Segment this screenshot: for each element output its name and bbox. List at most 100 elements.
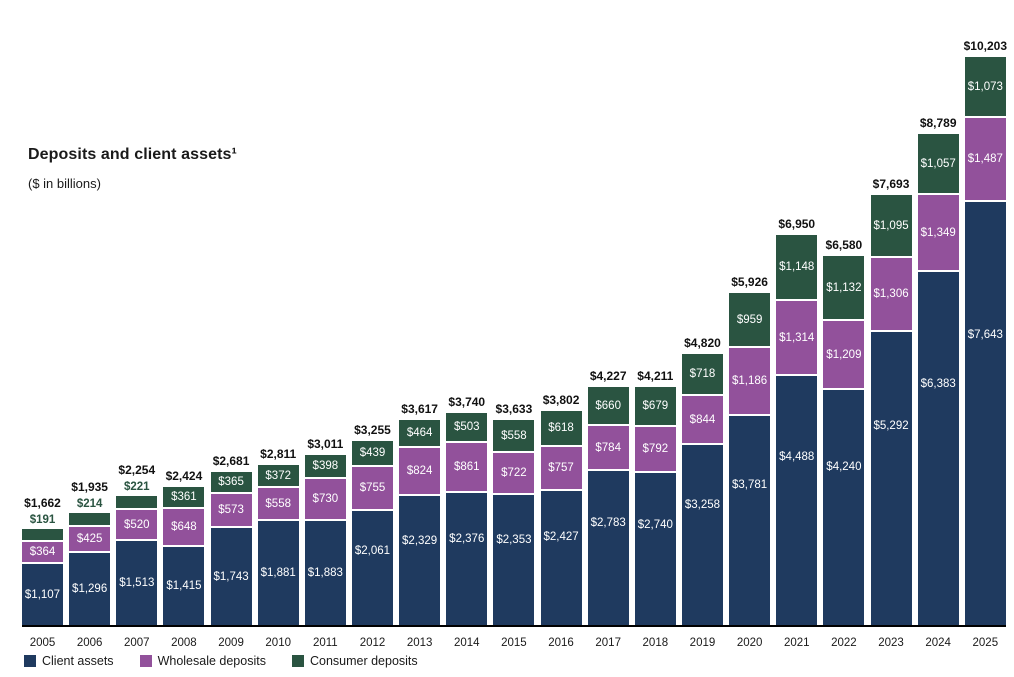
x-tick-label-2021: 2021 — [783, 637, 810, 649]
consumer-deposits-swatch-icon — [291, 655, 304, 667]
segment-client-assets: $1,743 — [210, 528, 252, 625]
x-tick-label-2025: 2025 — [972, 637, 999, 649]
segment-client-assets: $2,427 — [540, 491, 582, 625]
segment-value-label: $2,783 — [590, 517, 626, 530]
segment-consumer-deposits: $503 — [446, 413, 488, 441]
x-tick-label-2014: 2014 — [453, 637, 480, 649]
segment-value-label: $1,095 — [873, 219, 909, 232]
segment-value-label: $1,057 — [920, 157, 956, 170]
segment-consumer-deposits: $660 — [587, 387, 629, 424]
total-value-label: $1,662 — [24, 496, 61, 510]
x-tick-label-2019: 2019 — [689, 637, 716, 649]
x-tick-label-2008: 2008 — [171, 637, 197, 649]
bar-group-2023: $7,693 $1,095 $1,306 $5,292 2023 — [870, 177, 912, 649]
total-value-label: $4,820 — [684, 336, 721, 350]
segment-value-label: $1,107 — [24, 588, 61, 601]
segment-value-label: $1,883 — [307, 567, 343, 579]
segment-wholesale-deposits: $1,314 — [776, 301, 818, 374]
segment-client-assets: $4,240 — [823, 390, 865, 625]
bar-group-2006: $1,935 $214 $425 $1,296 2006 — [69, 480, 111, 649]
total-value-label: $2,681 — [212, 454, 250, 468]
client-assets-swatch-icon — [24, 655, 36, 667]
segment-value-label: $520 — [123, 518, 150, 531]
segment-consumer-deposits — [116, 496, 158, 508]
legend-label: Client assets — [42, 654, 114, 668]
segment-value-label: $3,781 — [732, 478, 768, 491]
segment-consumer-deposits: $1,057 — [917, 134, 959, 193]
bar-group-2014: $3,740 $503 $861 $2,376 2014 — [446, 395, 488, 649]
total-value-label: $2,254 — [118, 463, 156, 477]
total-value-label: $5,926 — [731, 275, 768, 289]
x-tick-label-2023: 2023 — [878, 637, 904, 649]
segment-client-assets: $3,258 — [681, 445, 723, 625]
segment-client-assets: $1,881 — [257, 521, 299, 625]
x-tick-label-2018: 2018 — [642, 637, 669, 649]
total-value-label: $4,211 — [637, 369, 674, 383]
segment-consumer-deposits: $464 — [399, 420, 441, 446]
segment-value-label: $722 — [501, 467, 527, 479]
segment-client-assets: $6,383 — [917, 272, 959, 625]
segment-client-assets: $5,292 — [870, 332, 912, 625]
segment-value-label: $1,513 — [119, 577, 155, 589]
bar-group-2005: $1,662 $191 $364 $1,107 2005 — [22, 496, 63, 649]
segment-wholesale-deposits: $722 — [493, 453, 535, 493]
segment-value-label: $6,383 — [920, 377, 956, 390]
segment-value-label: $1,743 — [213, 570, 249, 583]
segment-value-label: $558 — [265, 497, 291, 510]
segment-value-label: $730 — [312, 493, 339, 505]
segment-value-label: $7,643 — [967, 328, 1003, 341]
segment-value-label: $1,881 — [260, 567, 296, 579]
total-value-label: $4,227 — [589, 369, 627, 383]
segment-wholesale-deposits: $1,487 — [964, 118, 1006, 200]
segment-client-assets: $1,296 — [69, 553, 111, 625]
segment-value-label: $660 — [595, 399, 621, 412]
segment-wholesale-deposits: $757 — [540, 447, 582, 489]
segment-value-label: $824 — [406, 465, 433, 477]
segment-value-label: $464 — [406, 427, 433, 439]
bar-group-2019: $4,820 $718 $844 $3,258 2019 — [681, 336, 723, 649]
total-value-label: $6,950 — [778, 217, 816, 231]
legend-label: Consumer deposits — [309, 654, 418, 668]
x-tick-label-2011: 2011 — [312, 637, 338, 649]
segment-consumer-deposits — [69, 513, 111, 525]
x-tick-label-2017: 2017 — [595, 637, 621, 649]
total-value-label: $3,255 — [354, 423, 391, 437]
segment-wholesale-deposits: $558 — [257, 488, 299, 519]
segment-consumer-deposits: $718 — [681, 354, 723, 394]
segment-value-label: $398 — [312, 460, 339, 472]
segment-value-label: $2,740 — [637, 518, 673, 531]
segment-consumer-deposits: $1,148 — [776, 235, 818, 299]
total-value-label: $3,802 — [542, 393, 580, 407]
segment-client-assets: $3,781 — [729, 416, 771, 625]
bar-group-2025: $10,203 $1,073 $1,487 $7,643 2025 — [964, 39, 1007, 649]
x-tick-label-2015: 2015 — [501, 637, 527, 649]
title-block: Deposits and client assets¹ ($ in billio… — [28, 146, 237, 191]
segment-client-assets: $2,061 — [351, 511, 393, 625]
x-tick-label-2022: 2022 — [831, 637, 857, 649]
segment-value-label: $2,329 — [402, 534, 438, 547]
bar-group-2020: $5,926 $959 $1,186 $3,781 2020 — [729, 275, 771, 649]
segment-wholesale-deposits: $425 — [69, 527, 111, 551]
segment-client-assets: $2,740 — [634, 473, 676, 625]
segment-wholesale-deposits: $648 — [163, 509, 205, 545]
segment-value-label: $2,427 — [543, 531, 579, 544]
segment-client-assets: $2,353 — [493, 495, 535, 625]
segment-wholesale-deposits: $861 — [446, 443, 488, 491]
bar-group-2011: $3,011 $398 $730 $1,883 2011 — [304, 437, 346, 649]
segment-value-label: $2,376 — [449, 532, 485, 545]
total-value-label: $3,011 — [307, 437, 344, 451]
segment-wholesale-deposits: $755 — [351, 467, 393, 509]
segment-value-label: $784 — [595, 441, 621, 454]
segment-wholesale-deposits: $844 — [681, 396, 723, 443]
segment-wholesale-deposits: $520 — [116, 510, 158, 539]
segment-value-label: $1,073 — [967, 80, 1003, 93]
segment-wholesale-deposits: $1,306 — [870, 258, 912, 330]
segment-consumer-deposits: $372 — [257, 465, 299, 486]
x-tick-label-2013: 2013 — [406, 637, 433, 649]
legend: Client assets Wholesale deposits Consume… — [24, 654, 418, 668]
segment-value-label: $1,415 — [166, 580, 202, 592]
segment-value-label: $1,487 — [967, 153, 1003, 165]
segment-value-label: $5,292 — [873, 419, 909, 432]
x-tick-label-2020: 2020 — [736, 637, 763, 649]
